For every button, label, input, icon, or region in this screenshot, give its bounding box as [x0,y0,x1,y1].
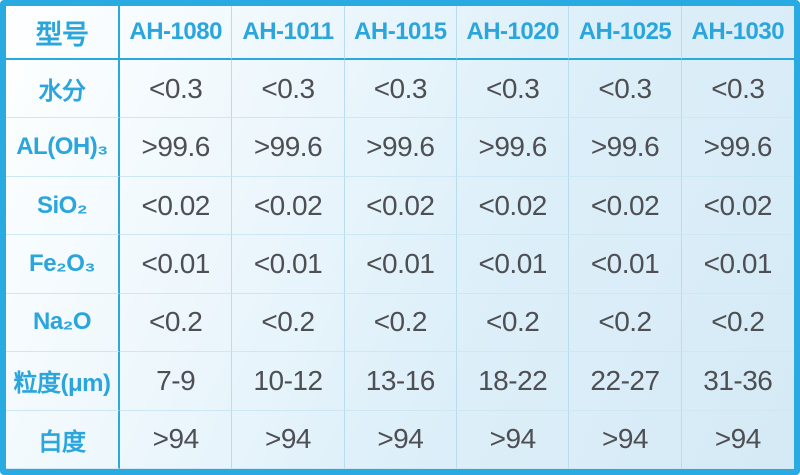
header-cell-model: 型号 [6,6,120,60]
value-cell: <0.02 [569,176,682,236]
value-cell: <0.3 [232,60,345,119]
value-cell: <0.2 [569,293,682,353]
value-cell: 31-36 [681,352,794,411]
value-cell: 13-16 [344,352,457,411]
value-cell: <0.01 [681,235,794,294]
value-cell: >99.6 [120,118,233,177]
value-cell: 22-27 [569,352,682,411]
row-label-particle-size: 粒度(μm) [6,352,120,411]
row-label-fe2o3: Fe₂O₃ [6,235,120,294]
value-cell: 7-9 [120,352,233,411]
value-cell: <0.2 [120,293,233,353]
value-cell: >99.6 [344,118,457,177]
value-cell: >99.6 [681,118,794,177]
value-cell: >99.6 [569,118,682,177]
value-cell: >94 [232,410,345,469]
value-cell: >94 [457,410,570,469]
value-cell: <0.3 [681,60,794,119]
value-cell: <0.3 [344,60,457,119]
value-cell: <0.01 [344,235,457,294]
row-label-moisture: 水分 [6,60,120,119]
value-cell: <0.2 [457,293,570,353]
value-cell: <0.02 [344,176,457,236]
value-cell: >94 [120,410,233,469]
header-cell-ah-1011: AH-1011 [232,6,345,60]
value-cell: 10-12 [232,352,345,411]
row-label-na2o: Na₂O [6,293,120,353]
value-cell: <0.01 [569,235,682,294]
row-label-sio2: SiO₂ [6,176,120,236]
value-cell: <0.02 [681,177,794,236]
value-cell: <0.3 [569,60,682,119]
value-cell: <0.2 [681,294,794,353]
header-cell-ah-1030: AH-1030 [681,6,794,60]
value-cell: >99.6 [457,118,570,177]
value-cell: >94 [344,410,457,469]
value-cell: <0.01 [457,235,570,294]
value-cell: >94 [569,410,682,469]
value-cell: <0.02 [457,176,570,236]
value-cell: >99.6 [232,118,345,177]
header-cell-ah-1025: AH-1025 [569,6,682,60]
value-cell: <0.01 [232,235,345,294]
row-label-aloh3: AL(OH)₃ [6,118,120,177]
row-label-whiteness: 白度 [6,410,120,469]
value-cell: <0.2 [344,293,457,353]
value-cell: <0.3 [457,60,570,119]
value-cell: <0.02 [232,176,345,236]
value-cell: <0.01 [120,235,233,294]
value-cell: 18-22 [457,352,570,411]
header-cell-ah-1015: AH-1015 [344,6,457,60]
value-cell: <0.02 [120,176,233,236]
value-cell: <0.2 [232,293,345,353]
header-cell-ah-1020: AH-1020 [457,6,570,60]
value-cell: <0.3 [120,60,233,119]
header-cell-ah-1080: AH-1080 [120,6,233,60]
value-cell: >94 [681,411,794,469]
